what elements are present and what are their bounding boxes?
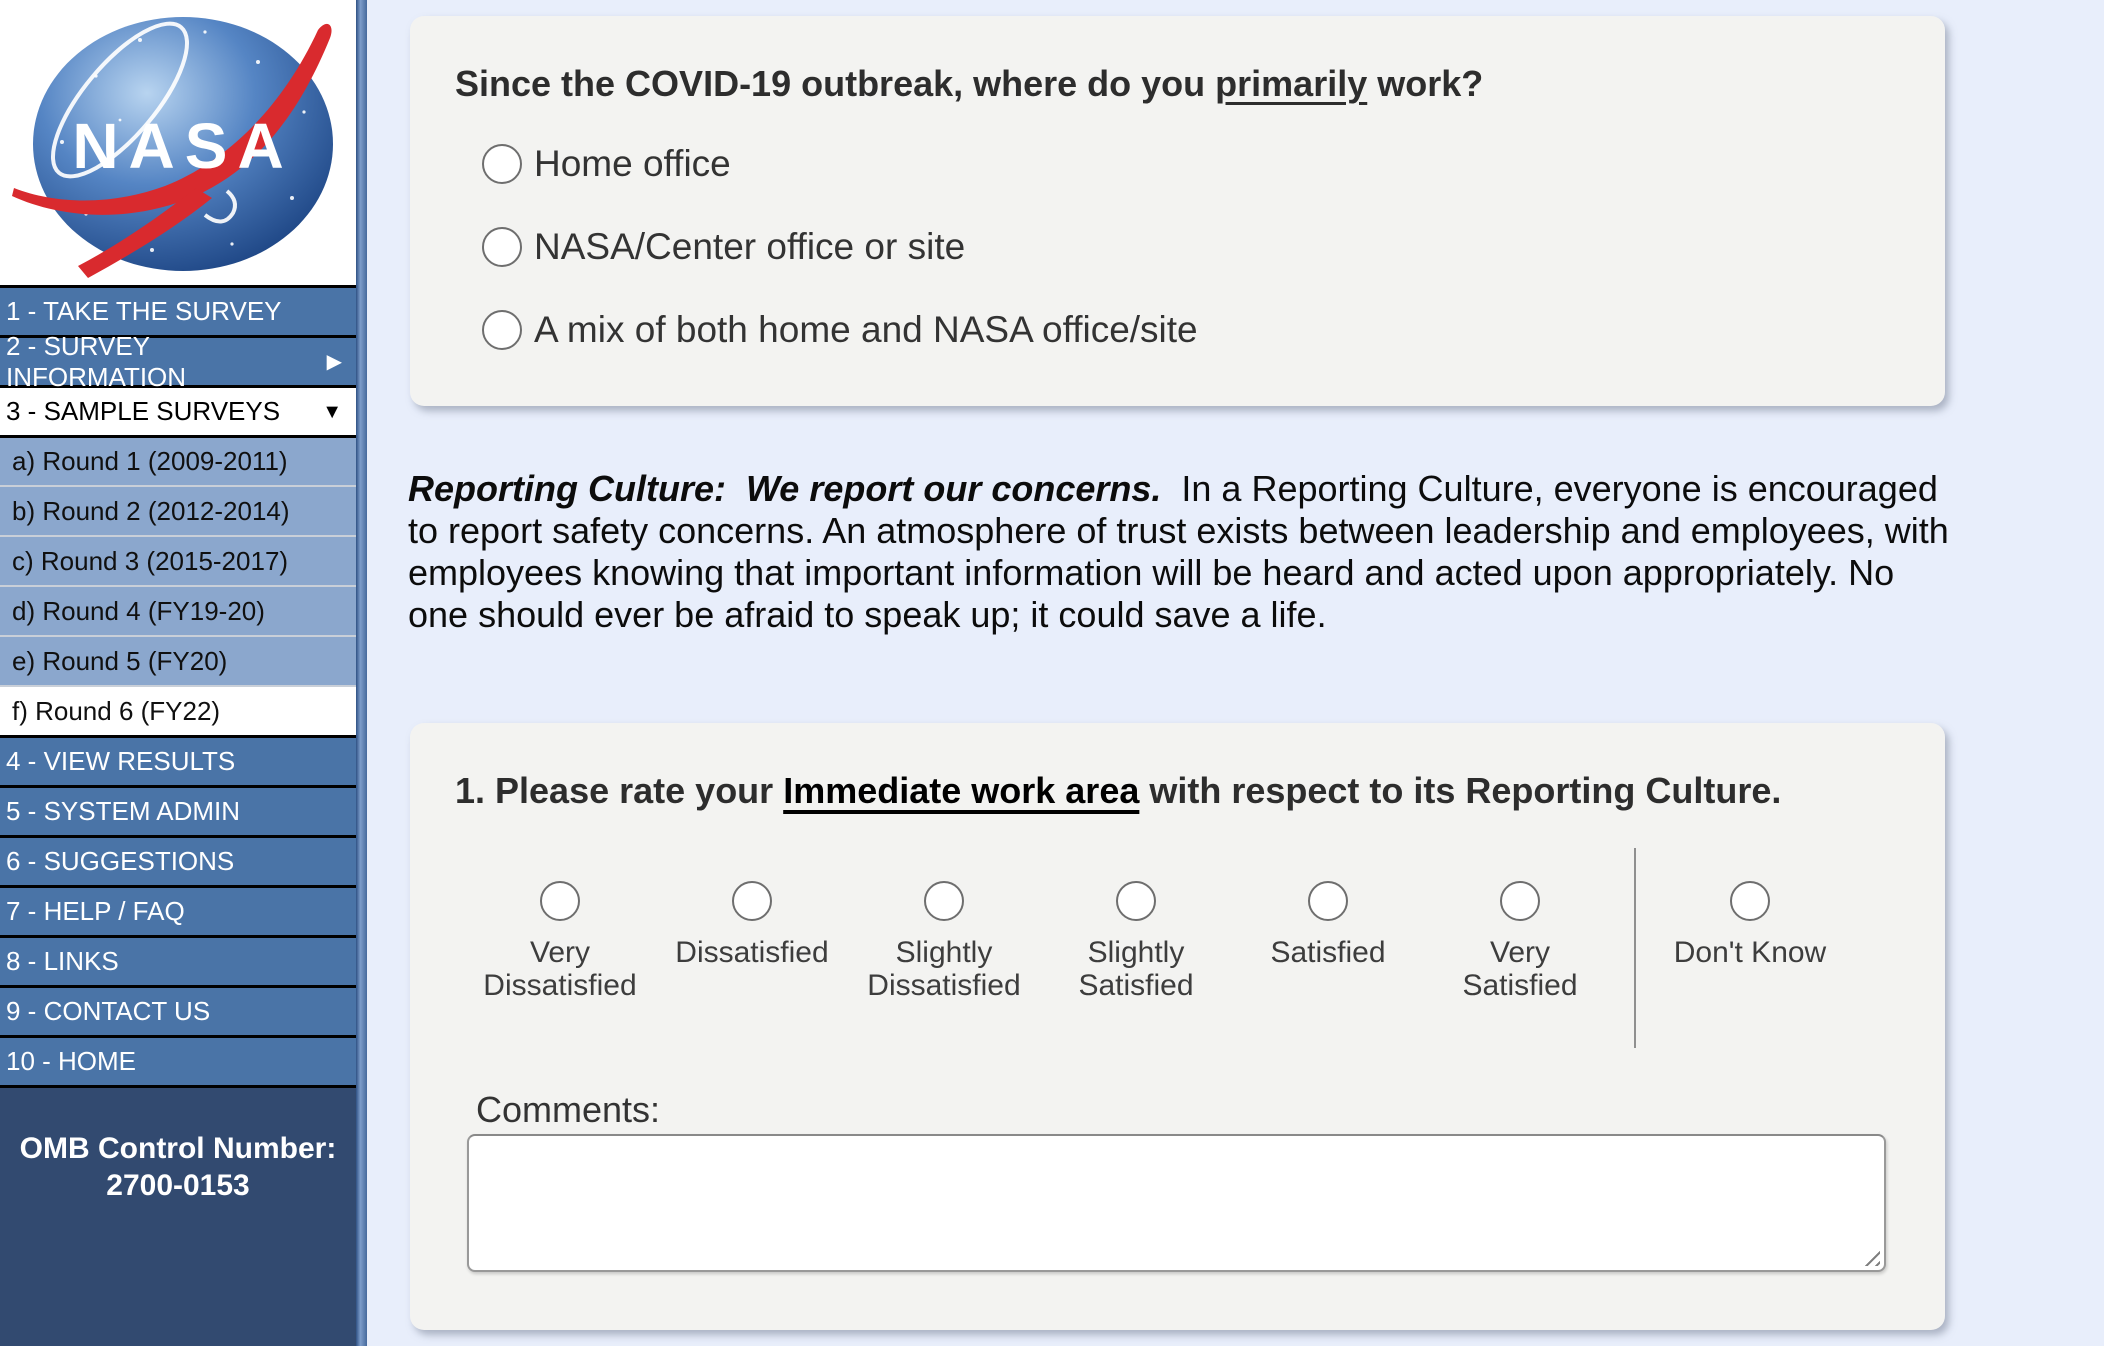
sidebar-item-label: e) Round 5 (FY20) <box>12 645 228 676</box>
sidebar-item-label: 10 - HOME <box>6 1046 137 1076</box>
question-text: 1. Please rate your <box>455 770 784 811</box>
sidebar-item-contact-us[interactable]: 9 - CONTACT US <box>0 985 356 1035</box>
question1-card: 1. Please rate your Immediate work area … <box>410 723 1945 1330</box>
sidebar-item-label: d) Round 4 (FY19-20) <box>12 595 265 626</box>
question-text-underlined: Immediate work area <box>783 770 1140 811</box>
covid-question-title: Since the COVID-19 outbreak, where do yo… <box>410 16 1945 106</box>
option-row: NASA/Center office or site <box>482 205 1945 288</box>
sidebar-item-label: 3 - SAMPLE SURVEYS <box>6 396 281 426</box>
reporting-culture-description: Reporting Culture: We report our concern… <box>408 468 1953 636</box>
sidebar-item-label: c) Round 3 (2015-2017) <box>12 545 289 576</box>
scale-label: Don't Know <box>1673 936 1827 969</box>
omb-value: 2700-0153 <box>106 1169 250 1202</box>
option-row: Home office <box>482 122 1945 205</box>
sidebar-item-label: 2 - SURVEY INFORMATION <box>6 330 187 392</box>
radio-slightly-dissatisfied[interactable] <box>924 881 964 921</box>
chevron-down-icon: ▼ <box>322 400 342 423</box>
sidebar-item-round-6[interactable]: f) Round 6 (FY22) <box>0 685 356 735</box>
survey-content: Since the COVID-19 outbreak, where do yo… <box>367 0 2104 1346</box>
comments-field-wrap <box>467 1134 1886 1272</box>
radio-dont-know[interactable] <box>1730 881 1770 921</box>
question-text: Since the COVID-19 outbreak, where do yo… <box>455 63 1216 104</box>
radio-nasa-center-office[interactable] <box>482 226 522 267</box>
chevron-right-icon: ▶ <box>326 350 342 373</box>
sidebar-item-view-results[interactable]: 4 - VIEW RESULTS <box>0 735 356 785</box>
scale-option: Don't Know <box>1654 881 1846 969</box>
nasa-logo-text: NASA <box>72 110 293 182</box>
option-label: NASA/Center office or site <box>534 225 966 267</box>
sidebar-item-label: 6 - SUGGESTIONS <box>6 846 235 876</box>
scale-label: Slightly Dissatisfied <box>867 936 1021 1002</box>
sidebar-item-round-1[interactable]: a) Round 1 (2009-2011) <box>0 435 356 485</box>
scale-option: Slightly Satisfied <box>1040 881 1232 1002</box>
scale-option: Dissatisfied <box>656 881 848 969</box>
omb-label: OMB Control Number: <box>19 1132 337 1165</box>
sidebar-item-take-survey[interactable]: 1 - TAKE THE SURVEY <box>0 285 356 335</box>
sidebar-item-round-4[interactable]: d) Round 4 (FY19-20) <box>0 585 356 635</box>
option-row: A mix of both home and NASA office/site <box>482 288 1945 371</box>
sidebar-item-system-admin[interactable]: 5 - SYSTEM ADMIN <box>0 785 356 835</box>
scale-option: Very Satisfied <box>1424 881 1616 1002</box>
comments-label: Comments: <box>476 1089 661 1130</box>
sidebar-border <box>356 0 367 1346</box>
sidebar-item-label: 8 - LINKS <box>6 946 119 976</box>
radio-satisfied[interactable] <box>1308 881 1348 921</box>
scale-option: Very Dissatisfied <box>464 881 656 1002</box>
scale-label: Dissatisfied <box>675 936 829 969</box>
sidebar-item-round-3[interactable]: c) Round 3 (2015-2017) <box>0 535 356 585</box>
covid-question-card: Since the COVID-19 outbreak, where do yo… <box>410 16 1945 406</box>
sidebar-item-sample-surveys[interactable]: 3 - SAMPLE SURVEYS ▼ <box>0 385 356 435</box>
radio-dissatisfied[interactable] <box>732 881 772 921</box>
scale-label: Slightly Satisfied <box>1078 936 1194 1002</box>
question1-title: 1. Please rate your Immediate work area … <box>410 723 1945 813</box>
radio-slightly-satisfied[interactable] <box>1116 881 1156 921</box>
option-label: Home office <box>534 142 731 184</box>
sidebar-item-home[interactable]: 10 - HOME <box>0 1035 356 1085</box>
nasa-meatball-icon: NASA <box>12 17 333 278</box>
reporting-culture-lead: Reporting Culture: We report our concern… <box>408 468 1162 509</box>
scale-divider <box>1634 848 1636 1048</box>
radio-mix-home-nasa[interactable] <box>482 309 522 350</box>
sidebar-item-label: 4 - VIEW RESULTS <box>6 746 236 776</box>
scale-label: Satisfied <box>1270 936 1386 969</box>
scale-option: Satisfied <box>1232 881 1424 969</box>
sidebar-item-survey-information[interactable]: 2 - SURVEY INFORMATION ▶ <box>0 331 356 392</box>
sidebar-item-round-5[interactable]: e) Round 5 (FY20) <box>0 635 356 685</box>
covid-options: Home office NASA/Center office or site A… <box>410 122 1945 371</box>
omb-control-number: OMB Control Number: 2700-0153 <box>0 1088 356 1204</box>
comments-textarea[interactable] <box>467 1134 1886 1272</box>
radio-very-satisfied[interactable] <box>1500 881 1540 921</box>
rating-scale: Very Dissatisfied Dissatisfied Slightly … <box>410 848 1945 1048</box>
radio-very-dissatisfied[interactable] <box>540 881 580 921</box>
question-text-underlined: primarily <box>1215 63 1368 104</box>
sidebar-item-label: 5 - SYSTEM ADMIN <box>6 796 241 826</box>
sidebar-menu: 1 - TAKE THE SURVEY 2 - SURVEY INFORMATI… <box>0 285 356 1085</box>
scale-label: Very Dissatisfied <box>483 936 637 1002</box>
sidebar-item-label: 9 - CONTACT US <box>6 996 211 1026</box>
nasa-logo: NASA <box>0 0 356 285</box>
sidebar-item-label: b) Round 2 (2012-2014) <box>12 495 290 526</box>
radio-home-office[interactable] <box>482 143 522 184</box>
sidebar-item-label: f) Round 6 (FY22) <box>12 695 221 726</box>
sidebar-item-links[interactable]: 8 - LINKS <box>0 935 356 985</box>
sidebar-item-round-2[interactable]: b) Round 2 (2012-2014) <box>0 485 356 535</box>
sidebar-item-label: 1 - TAKE THE SURVEY <box>6 296 282 326</box>
scale-option: Slightly Dissatisfied <box>848 881 1040 1002</box>
sidebar-item-suggestions[interactable]: 6 - SUGGESTIONS <box>0 835 356 885</box>
sidebar: NASA 1 - TAKE THE SURVEY 2 - SURVEY INFO… <box>0 0 356 1346</box>
scale-label: Very Satisfied <box>1462 936 1578 1002</box>
question-text: work? <box>1367 63 1484 104</box>
option-label: A mix of both home and NASA office/site <box>534 308 1198 350</box>
sidebar-item-label: 7 - HELP / FAQ <box>6 896 185 926</box>
sidebar-item-label: a) Round 1 (2009-2011) <box>12 446 288 476</box>
reporting-culture-body: In a Reporting Culture, everyone is enco… <box>408 468 1959 635</box>
sidebar-item-help-faq[interactable]: 7 - HELP / FAQ <box>0 885 356 935</box>
question-text: with respect to its Reporting Culture. <box>1139 770 1782 811</box>
sidebar-footer: OMB Control Number: 2700-0153 <box>0 1085 356 1346</box>
